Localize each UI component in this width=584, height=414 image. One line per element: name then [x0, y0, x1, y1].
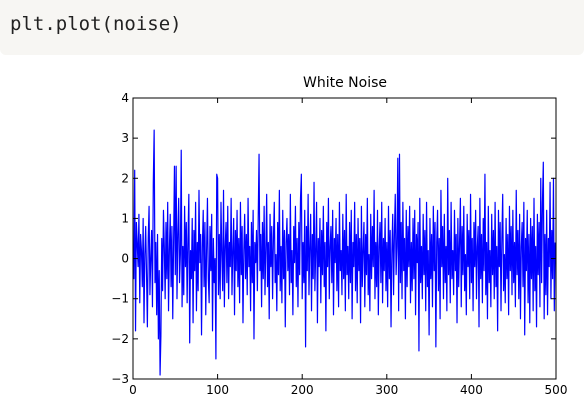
x-tick-label: 400: [460, 383, 483, 397]
y-tick-label: 2: [121, 171, 129, 185]
x-tick-label: 300: [375, 383, 398, 397]
y-tick-label: 0: [121, 252, 129, 266]
y-tick-label: 4: [121, 91, 129, 105]
y-tick-label: −3: [111, 372, 129, 386]
x-tick-label: 0: [129, 383, 137, 397]
x-tick-label: 500: [545, 383, 568, 397]
y-tick-label: 3: [121, 131, 129, 145]
chart: White Noise −3 −2 −1 0 1 2 3 4 0 100 200 300 400 500: [111, 75, 568, 397]
y-tick-label: −2: [111, 332, 129, 346]
x-tick-label: 100: [206, 383, 229, 397]
y-tick-label: 1: [121, 211, 129, 225]
code-cell: plt.plot(noise): [0, 0, 584, 55]
chart-title: White Noise: [303, 75, 387, 91]
code-text: plt.plot(noise): [10, 13, 182, 35]
y-tick-label: −1: [111, 292, 129, 306]
x-tick-label: 200: [291, 383, 314, 397]
plot-frame: [132, 97, 557, 380]
line-series: [133, 129, 556, 376]
